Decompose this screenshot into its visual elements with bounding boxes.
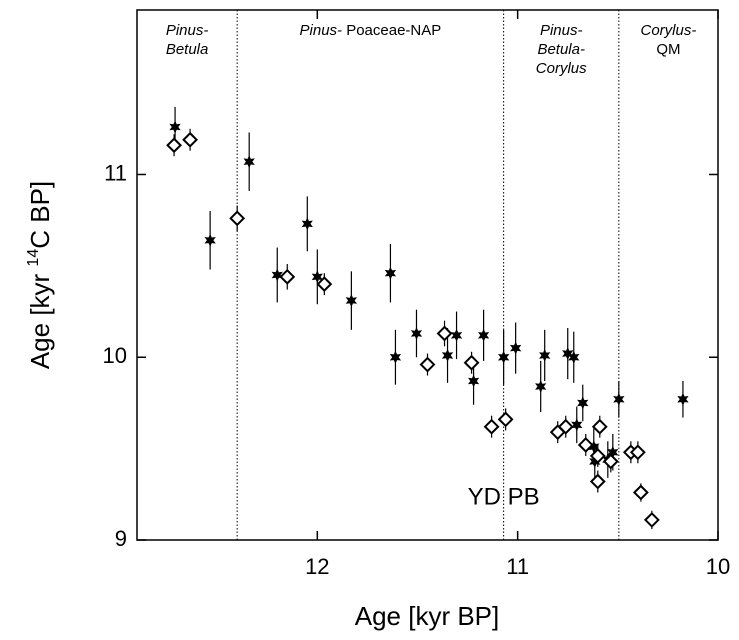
zone-label-part: Betula bbox=[166, 41, 209, 58]
y-tick-label: 11 bbox=[104, 160, 127, 185]
x-axis-label: Age [kyr BP] bbox=[355, 601, 500, 631]
zone-label: Corylus bbox=[536, 60, 587, 77]
star-point bbox=[271, 268, 283, 282]
diamond-point bbox=[166, 137, 182, 154]
zone-label: Corylus- bbox=[640, 22, 696, 39]
diamond-point bbox=[182, 131, 199, 148]
star-point bbox=[562, 347, 574, 361]
star-point bbox=[677, 392, 689, 406]
diamond-point bbox=[497, 411, 514, 428]
diamond-point bbox=[629, 444, 646, 461]
diamond-point bbox=[602, 453, 619, 470]
diamond-point bbox=[589, 448, 606, 464]
plot-frame bbox=[136, 9, 719, 541]
diamond-point bbox=[557, 418, 574, 435]
star-point bbox=[384, 266, 397, 280]
zone-label: Betula- bbox=[537, 41, 585, 58]
diamond-point bbox=[577, 437, 594, 453]
diamond-point bbox=[632, 484, 649, 501]
star-point bbox=[468, 374, 480, 388]
x-tick-label: 12 bbox=[305, 554, 329, 579]
x-tick-label: 10 bbox=[706, 554, 730, 579]
star-point bbox=[613, 392, 625, 406]
star-point bbox=[577, 396, 589, 410]
zone-label: Betula bbox=[166, 41, 209, 58]
star-point bbox=[571, 418, 583, 432]
diamond-point bbox=[483, 418, 500, 435]
diamond-point bbox=[229, 210, 246, 227]
zone-label: Pinus- bbox=[540, 22, 583, 39]
zone-label: Pinus- Poaceae-NAP bbox=[300, 22, 442, 39]
star-point bbox=[311, 270, 323, 284]
diamond-point bbox=[316, 276, 333, 293]
star-point bbox=[588, 440, 600, 454]
star-point bbox=[589, 454, 601, 468]
annotation: YD PB bbox=[468, 483, 540, 510]
zone-label-part: Corylus bbox=[536, 60, 587, 77]
star-point bbox=[539, 348, 551, 362]
zone-label-part: Pinus- bbox=[540, 22, 583, 39]
star-point bbox=[345, 294, 357, 308]
star-point bbox=[169, 120, 181, 134]
star-point bbox=[498, 350, 510, 364]
zone-label-part: Pinus- bbox=[166, 22, 209, 39]
diamond-point bbox=[591, 418, 608, 435]
y-axis-label-part: Age [kyr bbox=[25, 267, 55, 370]
zone-label-part: Pinus- bbox=[300, 22, 343, 39]
zone-label: Pinus- bbox=[166, 22, 209, 39]
star-point bbox=[607, 445, 619, 459]
zone-label-part: Poaceae-NAP bbox=[342, 22, 441, 39]
diamond-point bbox=[643, 511, 660, 528]
zone-label-part: QM bbox=[656, 41, 680, 58]
y-tick-label: 9 bbox=[115, 526, 127, 551]
diamond-point bbox=[279, 268, 296, 285]
star-point bbox=[450, 328, 463, 342]
star-point bbox=[441, 348, 454, 362]
star-point bbox=[410, 327, 423, 340]
x-tick-label: 11 bbox=[506, 554, 529, 579]
star-point bbox=[389, 350, 402, 364]
y-tick-label: 10 bbox=[103, 343, 127, 368]
diamond-point bbox=[419, 356, 436, 373]
zone-label-part: Betula- bbox=[537, 41, 585, 58]
star-point bbox=[204, 233, 216, 247]
zone-label: QM bbox=[656, 41, 680, 58]
diamond-point bbox=[436, 325, 453, 342]
zone-label-part: Corylus- bbox=[640, 22, 696, 39]
star-point bbox=[243, 155, 255, 169]
diamond-point bbox=[463, 354, 480, 371]
y-axis-label-part: C BP] bbox=[25, 181, 55, 249]
y-axis-label-part: 14 bbox=[25, 249, 42, 267]
star-point bbox=[301, 217, 313, 231]
star-point bbox=[510, 341, 522, 355]
y-axis-label: Age [kyr 14C BP] bbox=[25, 181, 55, 369]
star-point bbox=[478, 328, 490, 342]
star-point bbox=[568, 350, 580, 364]
star-point bbox=[535, 380, 547, 393]
diamond-point bbox=[589, 473, 606, 490]
